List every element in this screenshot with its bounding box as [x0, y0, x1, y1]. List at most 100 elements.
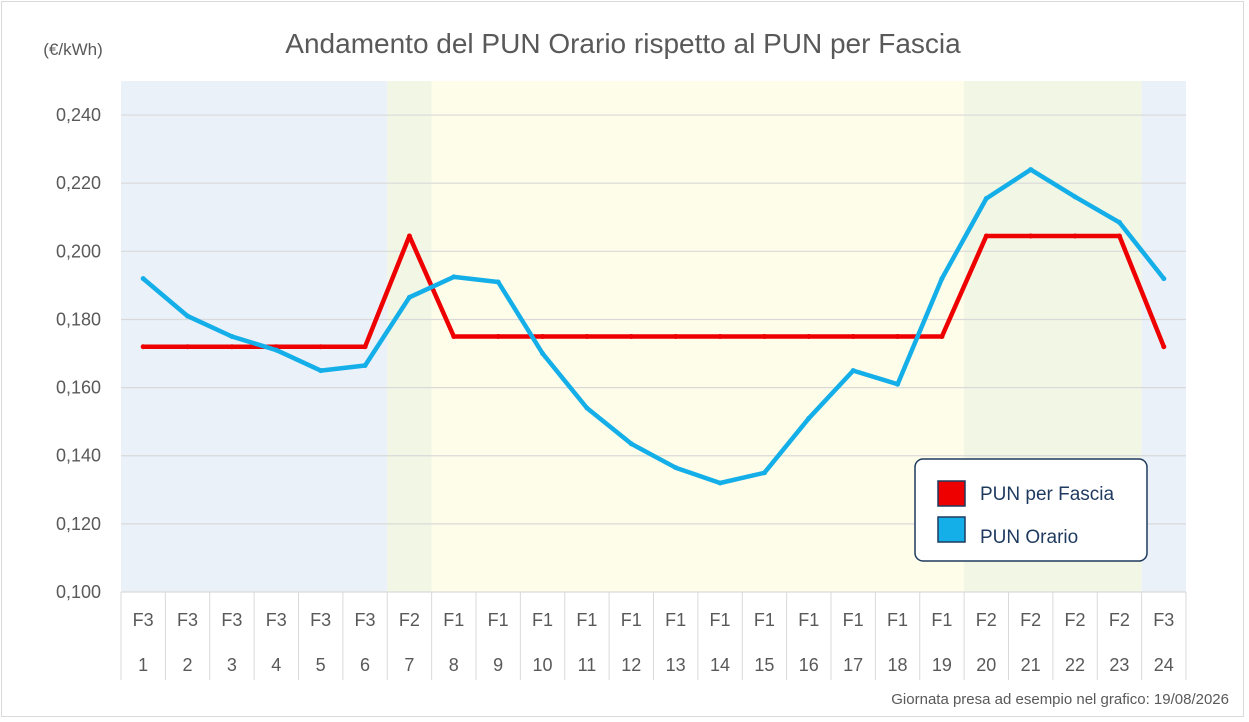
y-tick-label: 0,180: [56, 309, 101, 329]
data-point: [495, 279, 501, 285]
data-point: [273, 347, 279, 353]
series-lines: [140, 167, 1167, 486]
x-tick-label: 17: [843, 655, 863, 675]
x-tick-label: 18: [888, 655, 908, 675]
data-point: [673, 334, 679, 339]
data-point: [850, 368, 856, 374]
data-point: [628, 334, 634, 339]
y-tick-label: 0,200: [56, 241, 101, 261]
band-label: F1: [931, 610, 952, 630]
data-point: [983, 233, 989, 239]
x-tick-label: 3: [227, 655, 237, 675]
band-label: F2: [399, 610, 420, 630]
data-point: [1072, 233, 1078, 239]
x-tick-label: 13: [666, 655, 686, 675]
band-label: F1: [621, 610, 642, 630]
band-label: F2: [976, 610, 997, 630]
x-tick-label: 8: [449, 655, 459, 675]
x-tick-label: 14: [710, 655, 730, 675]
data-point: [717, 334, 723, 339]
band-f2: [387, 81, 432, 592]
band-label: F2: [1065, 610, 1086, 630]
x-tick-label: 19: [932, 655, 952, 675]
data-point: [584, 405, 590, 411]
y-axis-ticks: 0,100 0,120 0,140 0,160 0,180 0,200 0,220 0,240: [56, 105, 101, 602]
band-label: F3: [355, 610, 376, 630]
legend-label-pun-per-fascia: PUN per Fascia: [980, 484, 1115, 505]
x-tick-label: 24: [1154, 655, 1174, 675]
data-point: [362, 344, 368, 350]
x-tick-label: 22: [1065, 655, 1085, 675]
data-point: [895, 334, 901, 339]
band-label: F3: [310, 610, 331, 630]
band-label: F2: [1020, 610, 1041, 630]
x-tick-label: 12: [621, 655, 641, 675]
data-point: [229, 334, 235, 339]
data-point: [406, 233, 412, 239]
category-table: F3 1 F3 2 F3 3 F3 4 F3 5 F3 6 F2 7 F1 8 F1 9 F1 10 F1 11 F1 12 F…: [120, 592, 1187, 680]
band-label: F1: [754, 610, 775, 630]
band-label: F1: [488, 610, 509, 630]
band-f3: [1141, 81, 1186, 592]
data-point: [717, 480, 723, 486]
band-label: F1: [887, 610, 908, 630]
band-f3: [121, 81, 388, 592]
y-tick-label: 0,240: [56, 105, 101, 125]
data-point: [1116, 233, 1122, 239]
y-tick-label: 0,140: [56, 446, 101, 466]
x-tick-label: 20: [976, 655, 996, 675]
y-tick-label: 0,120: [56, 514, 101, 534]
data-point: [540, 334, 546, 339]
data-point: [495, 334, 501, 339]
band-label: F1: [532, 610, 553, 630]
x-tick-label: 15: [754, 655, 774, 675]
data-point: [406, 294, 412, 300]
data-point: [1116, 219, 1122, 225]
data-point: [185, 313, 191, 319]
data-point: [584, 334, 590, 339]
data-point: [895, 381, 901, 387]
data-point: [1028, 233, 1034, 239]
footnote: Giornata presa ad esempio nel grafico: 1…: [891, 691, 1229, 708]
data-point: [1028, 167, 1034, 173]
x-tick-label: 7: [404, 655, 414, 675]
band-label: F1: [843, 610, 864, 630]
legend-swatch-pun-per-fascia: [937, 480, 966, 507]
legend-label-pun-orario: PUN Orario: [980, 527, 1078, 548]
x-tick-label: 16: [799, 655, 819, 675]
band-label: F1: [710, 610, 731, 630]
data-point: [140, 344, 146, 350]
data-point: [185, 344, 191, 350]
band-label: F3: [177, 610, 198, 630]
band-label: F3: [1153, 610, 1174, 630]
band-label: F1: [665, 610, 686, 630]
band-label: F1: [443, 610, 464, 630]
band-label: F1: [798, 610, 819, 630]
data-point: [318, 368, 324, 374]
data-point: [362, 362, 368, 368]
data-point: [939, 334, 945, 339]
data-point: [451, 274, 457, 280]
data-point: [673, 465, 679, 471]
x-tick-label: 1: [138, 655, 148, 675]
data-point: [983, 196, 989, 202]
x-tick-label: 4: [271, 655, 281, 675]
data-point: [806, 415, 812, 421]
data-point: [1161, 276, 1167, 282]
band-label: F3: [133, 610, 154, 630]
data-point: [540, 351, 546, 357]
x-tick-label: 2: [183, 655, 193, 675]
legend-box: [914, 458, 1148, 562]
data-point: [140, 276, 146, 282]
series-line-pun-per-fascia: [140, 233, 1167, 349]
data-point: [1072, 194, 1078, 200]
x-tick-label: 6: [360, 655, 370, 675]
x-tick-label: 10: [533, 655, 553, 675]
data-point: [229, 344, 235, 350]
band-label: F1: [576, 610, 597, 630]
data-point: [939, 276, 945, 282]
y-unit-label: (€/kWh): [43, 40, 103, 59]
band-label: F2: [1109, 610, 1130, 630]
